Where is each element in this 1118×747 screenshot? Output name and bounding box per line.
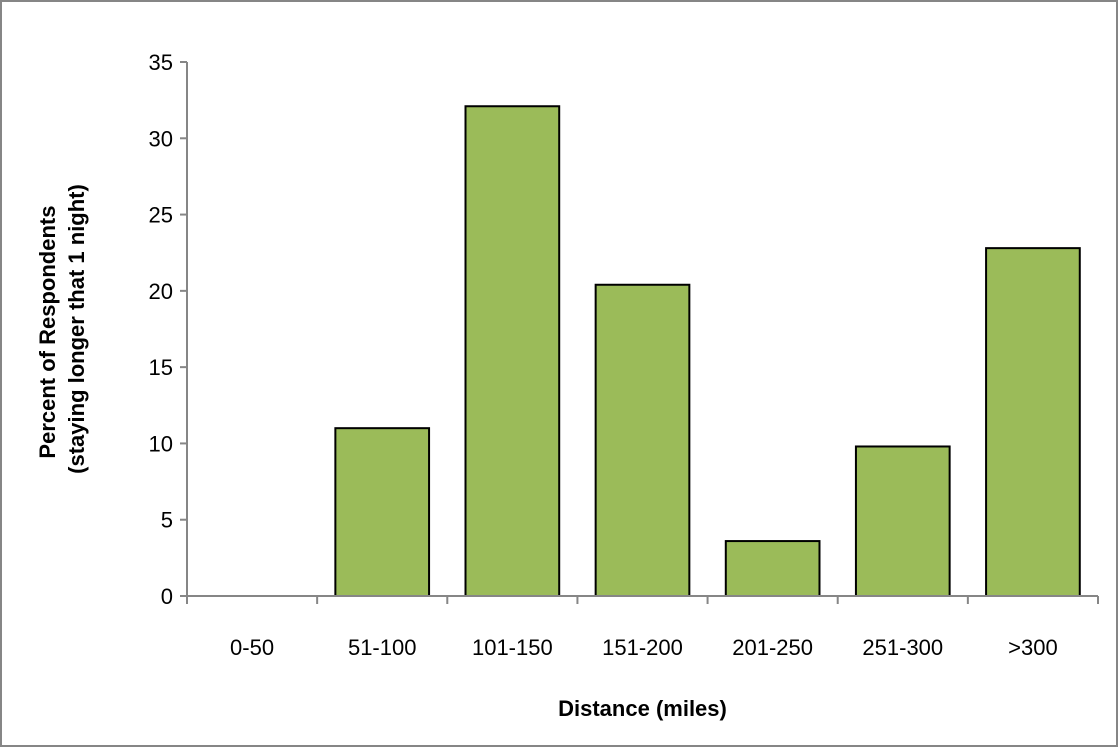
x-tick-label: 0-50 xyxy=(230,635,274,660)
x-tick-label: 251-300 xyxy=(862,635,943,660)
y-tick-label: 30 xyxy=(149,126,173,151)
y-tick-label: 20 xyxy=(149,279,173,304)
x-tick-label: >300 xyxy=(1008,635,1058,660)
y-axis-title: Percent of Respondents (staying longer t… xyxy=(35,184,89,474)
bar->300 xyxy=(985,247,1081,597)
x-axis-ticks: 0-50 51-100 101-150 151-200 201-250 251-300 >3… xyxy=(186,596,1099,660)
bar-51-100 xyxy=(334,427,431,597)
y-tick-label: 25 xyxy=(149,203,173,228)
y-tick-label: 15 xyxy=(149,355,173,380)
x-tick-label: 151-200 xyxy=(602,635,683,660)
x-tick-label: 101-150 xyxy=(472,635,553,660)
bar-101-150 xyxy=(464,105,561,597)
axes xyxy=(186,62,1098,597)
bar-251-300 xyxy=(854,445,951,598)
y-axis-ticks: 0 5 10 15 20 25 30 35 xyxy=(149,50,187,609)
y-axis-title-line-1: Percent of Respondents xyxy=(35,206,60,459)
y-tick-label: 0 xyxy=(161,584,173,609)
y-tick-label: 10 xyxy=(149,431,173,456)
y-axis-title-line-2: (staying longer that 1 night) xyxy=(64,184,89,474)
x-axis-title: Distance (miles) xyxy=(558,696,727,721)
bar-151-200 xyxy=(594,283,691,597)
bars xyxy=(334,105,1081,598)
x-tick-label: 51-100 xyxy=(348,635,417,660)
y-tick-label: 5 xyxy=(161,508,173,533)
y-tick-label: 35 xyxy=(149,50,173,75)
x-tick-label: 201-250 xyxy=(732,635,813,660)
bar-201-250 xyxy=(724,540,821,597)
